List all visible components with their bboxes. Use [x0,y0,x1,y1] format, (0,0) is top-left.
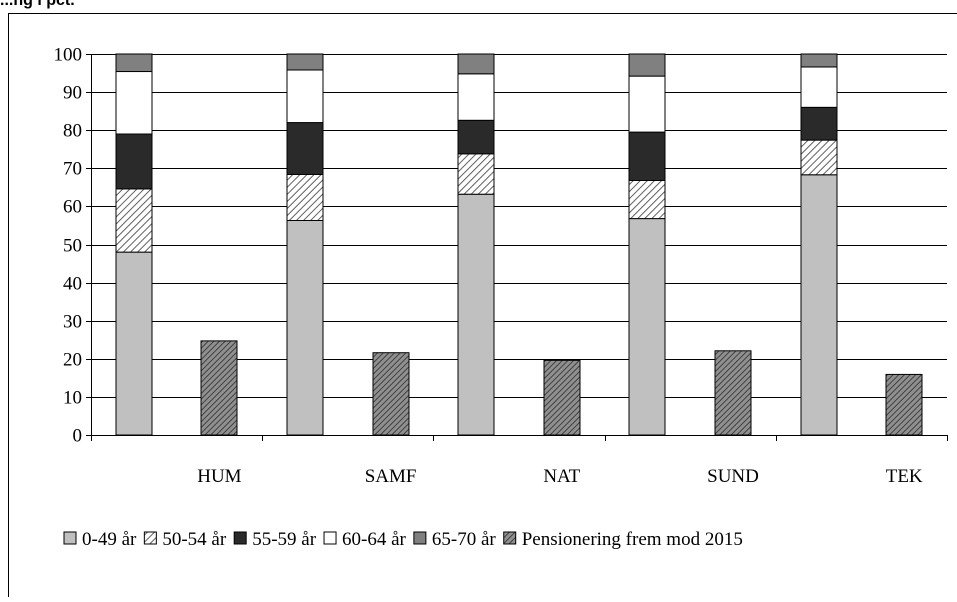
y-tick-label: 80 [63,121,82,142]
y-tick-label: 70 [63,159,82,180]
side-bar [373,353,409,435]
bar-segment [287,220,323,435]
bar-segment [287,70,323,123]
legend: 0-49 år 50-54 år 55-59 år 60-64 år 65-70 år P… [64,529,743,550]
x-tick-label: NAT [543,466,580,487]
bar-segment [458,54,494,74]
bar-segment [116,189,152,252]
x-tick-label: SAMF [365,466,417,487]
bar-segment [458,154,494,194]
side-bar [201,341,237,435]
legend-swatch [64,532,76,544]
bar-segment [116,252,152,435]
bar-segment [629,76,665,132]
side-bar [715,351,751,435]
x-tick-label: SUND [707,466,759,487]
side-bar [886,374,922,435]
bar-segment [801,107,837,140]
legend-label: 60-64 år [342,529,407,550]
legend-swatch [504,532,516,544]
legend-swatch [234,532,246,544]
chart-title: ...ng i pct. [0,0,75,12]
y-tick-label: 40 [63,274,82,295]
bar-segment [801,140,837,175]
side-bar [544,360,580,435]
bar-segment [458,194,494,435]
bar-segment [629,219,665,435]
bar-segment [116,72,152,134]
bar-segment [629,132,665,180]
legend-swatch [324,532,336,544]
bar-segment [287,174,323,220]
bar-segment [458,120,494,154]
y-tick-label: 0 [73,426,83,447]
legend-label: 50-54 år [162,529,227,550]
x-tick-label: HUM [197,466,241,487]
y-tick-label: 30 [63,312,82,333]
legend-label: 0-49 år [82,529,137,550]
bar-segment [116,134,152,189]
bar-segment [801,54,837,67]
y-tick-label: 100 [54,45,83,66]
bar-segment [629,180,665,218]
y-tick-label: 90 [63,83,82,104]
bar-segment [287,123,323,175]
y-tick-label: 50 [63,236,82,257]
y-tick-label: 10 [63,388,82,409]
bar-segment [801,67,837,107]
y-tick-label: 60 [63,197,82,218]
bar-segment [458,74,494,120]
legend-swatch [414,532,426,544]
bar-segment [116,54,152,72]
bar-segment [629,54,665,76]
bar-segment [801,175,837,435]
x-tick-label: TEK [886,466,923,487]
y-tick-label: 20 [63,350,82,371]
legend-label: Pensionering frem mod 2015 [522,529,743,550]
legend-swatch [144,532,156,544]
bar-segment [287,54,323,70]
legend-label: 65-70 år [432,529,497,550]
legend-label: 55-59 år [252,529,317,550]
